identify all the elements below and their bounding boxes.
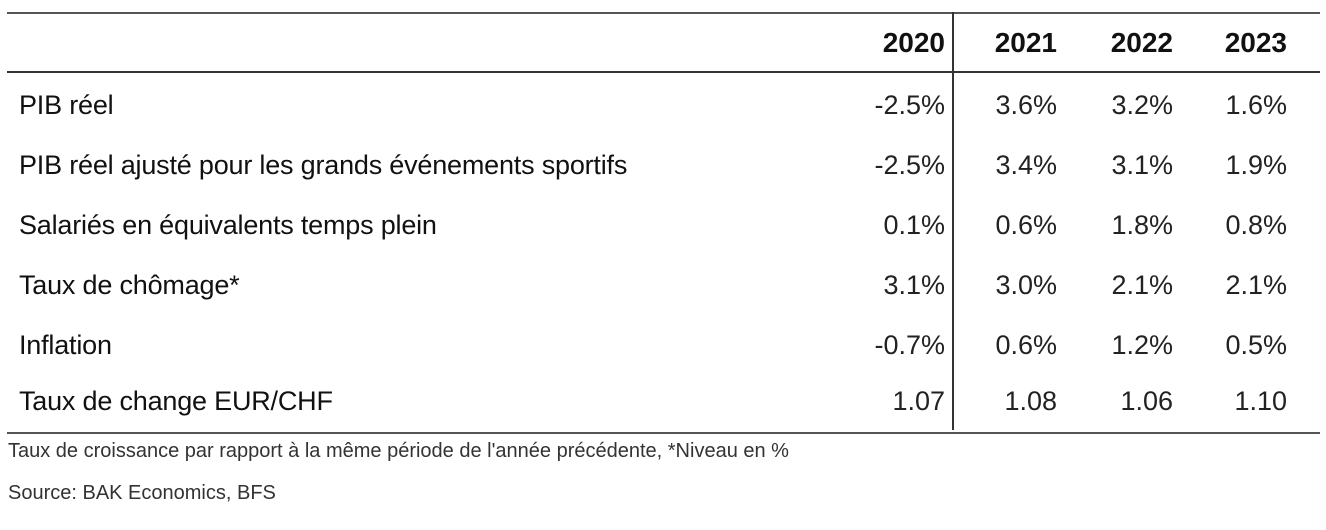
row-label: Taux de change EUR/CHF: [19, 385, 333, 416]
cell-value: -2.5%: [874, 89, 945, 120]
cell-value: 3.0%: [995, 269, 1057, 300]
cell-value: 0.6%: [995, 209, 1057, 240]
table-row: Taux de chômage* 3.1% 3.0% 2.1% 2.1%: [7, 255, 1320, 315]
cell-value: 2.1%: [1225, 269, 1287, 300]
cell-value: 3.1%: [883, 269, 945, 300]
cell-value: 3.4%: [995, 149, 1057, 180]
cell-value: 0.8%: [1225, 209, 1287, 240]
table-top-rule: [7, 12, 1320, 14]
table-header-rule: [7, 71, 1320, 73]
column-divider: [952, 12, 954, 430]
cell-value: 1.6%: [1225, 89, 1287, 120]
cell-value: -2.5%: [874, 149, 945, 180]
cell-value: 1.9%: [1225, 149, 1287, 180]
table-row: Salariés en équivalents temps plein 0.1%…: [7, 195, 1320, 255]
cell-value: 1.2%: [1111, 329, 1173, 360]
row-label: Taux de chômage*: [19, 269, 240, 300]
cell-value: 0.5%: [1225, 329, 1287, 360]
table-row: PIB réel -2.5% 3.6% 3.2% 1.6%: [7, 75, 1320, 135]
cell-value: 1.07: [892, 385, 945, 416]
table-row: PIB réel ajusté pour les grands événemen…: [7, 135, 1320, 195]
cell-value: 3.1%: [1111, 149, 1173, 180]
cell-value: 1.10: [1234, 385, 1287, 416]
cell-value: 2.1%: [1111, 269, 1173, 300]
header-year-2022: 2022: [1110, 26, 1173, 58]
row-label: Inflation: [19, 329, 112, 360]
cell-value: 1.8%: [1111, 209, 1173, 240]
cell-value: 3.6%: [995, 89, 1057, 120]
cell-value: 0.1%: [883, 209, 945, 240]
table-row: Inflation -0.7% 0.6% 1.2% 0.5%: [7, 315, 1320, 375]
table-bottom-rule: [7, 432, 1320, 434]
source-note: Source: BAK Economics, BFS: [8, 482, 276, 504]
row-label: PIB réel: [19, 89, 114, 120]
table-header-row: 2020 2021 2022 2023: [7, 14, 1320, 71]
row-label: PIB réel ajusté pour les grands événemen…: [19, 149, 628, 180]
header-year-2020: 2020: [882, 26, 945, 58]
table-footnote: Taux de croissance par rapport à la même…: [8, 440, 789, 462]
table-row: Taux de change EUR/CHF 1.07 1.08 1.06 1.…: [7, 371, 1320, 431]
header-year-2023: 2023: [1224, 26, 1287, 58]
cell-value: 1.06: [1120, 385, 1173, 416]
cell-value: 0.6%: [995, 329, 1057, 360]
row-label: Salariés en équivalents temps plein: [19, 209, 437, 240]
cell-value: 3.2%: [1111, 89, 1173, 120]
header-year-2021: 2021: [994, 26, 1057, 58]
cell-value: 1.08: [1004, 385, 1057, 416]
cell-value: -0.7%: [874, 329, 945, 360]
